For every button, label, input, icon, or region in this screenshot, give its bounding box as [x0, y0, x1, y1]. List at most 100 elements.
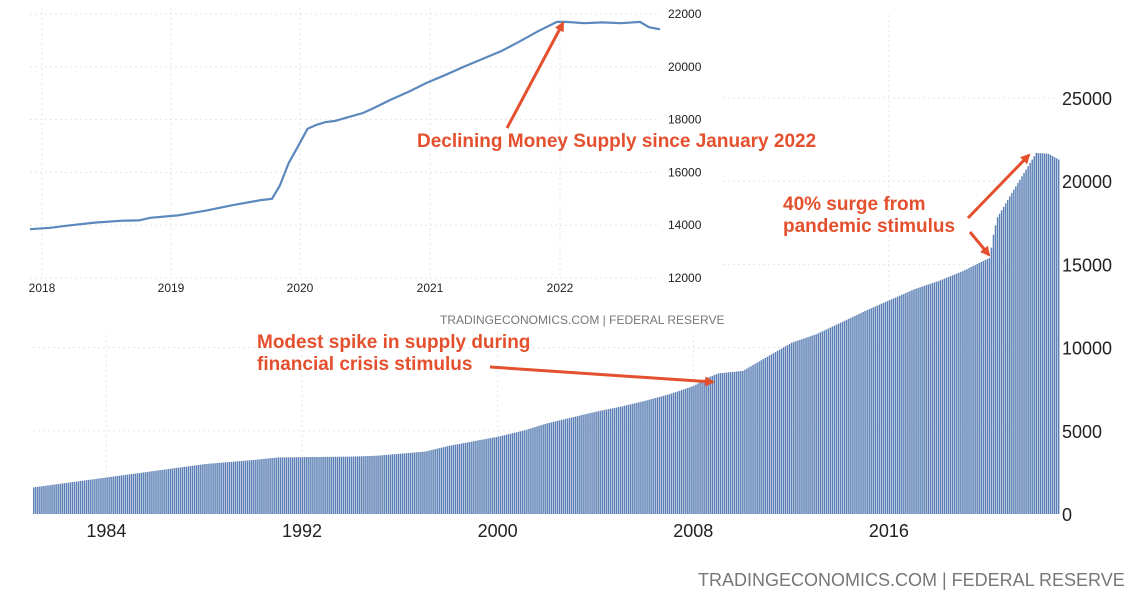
main-bar: [831, 326, 834, 514]
main-bar: [954, 274, 956, 514]
main-bar: [617, 407, 620, 514]
main-bar: [395, 454, 398, 514]
main-bar: [607, 409, 610, 514]
main-bar: [658, 396, 661, 514]
main-bar: [994, 225, 997, 514]
main-bar: [426, 451, 428, 514]
main-bar: [47, 485, 49, 514]
main-bar: [815, 334, 817, 514]
main-bar: [267, 458, 269, 514]
main-bar: [116, 476, 119, 514]
main-bar: [894, 297, 897, 514]
main-bar: [373, 455, 375, 514]
main-bar: [774, 352, 777, 514]
main-bar: [114, 476, 116, 514]
main-bar: [418, 452, 420, 514]
main-bar: [697, 383, 699, 514]
main-bar: [312, 457, 314, 514]
main-ytick-label: 0: [1062, 505, 1072, 525]
main-bar: [546, 423, 548, 514]
main-bar: [520, 431, 522, 514]
main-bar: [108, 477, 110, 514]
main-bar: [51, 484, 53, 514]
main-bar: [788, 343, 791, 514]
main-bar: [919, 287, 921, 514]
main-bar: [992, 234, 995, 514]
main-bar: [630, 404, 632, 514]
main-bar: [978, 263, 980, 514]
main-bar: [238, 461, 241, 514]
main-bar: [149, 471, 151, 514]
main-bar: [138, 472, 141, 514]
main-bar: [289, 457, 292, 514]
main-bar: [899, 295, 901, 514]
main-bar: [823, 330, 826, 514]
main-bar: [467, 442, 469, 514]
annotation-spike: Modest spike in supply during financial …: [257, 332, 531, 375]
main-bar: [587, 413, 589, 514]
main-bar: [352, 456, 355, 514]
main-bar: [493, 437, 495, 514]
main-bar: [63, 483, 66, 514]
main-bar: [295, 457, 298, 514]
main-bar: [691, 386, 693, 514]
main-bar: [191, 465, 194, 514]
main-bar: [907, 292, 909, 514]
main-bar: [128, 474, 131, 514]
main-bar: [795, 341, 797, 514]
main-bar: [513, 432, 516, 514]
main-bar: [528, 428, 530, 514]
main-bar: [960, 271, 962, 514]
main-bar: [377, 455, 379, 514]
main-bar: [161, 469, 163, 514]
main-bar: [609, 408, 612, 514]
main-bar: [401, 453, 404, 514]
main-bar: [49, 485, 51, 514]
main-bar: [1029, 162, 1031, 514]
main-bar: [945, 277, 948, 514]
main-bar: [754, 363, 756, 514]
main-bar: [475, 440, 477, 514]
main-bar: [210, 463, 212, 514]
main-bar: [668, 394, 671, 514]
main-bar: [829, 327, 832, 514]
main-bar: [259, 459, 261, 514]
main-bar: [819, 332, 822, 514]
main-bar: [707, 377, 709, 514]
main-bar: [120, 475, 123, 514]
main-bar: [71, 482, 74, 514]
main-bar: [507, 434, 510, 514]
main-bar: [715, 374, 718, 514]
main-bar: [338, 456, 341, 514]
main-bar: [1004, 203, 1007, 514]
main-bar: [776, 350, 779, 514]
main-bar: [363, 456, 365, 514]
main-bar: [611, 408, 614, 514]
main-bar: [65, 482, 68, 514]
main-bar: [1051, 156, 1054, 514]
main-bar: [1045, 153, 1048, 514]
main-bar: [876, 305, 879, 514]
main-bar: [884, 301, 887, 514]
main-bar: [717, 373, 720, 514]
main-bar: [175, 467, 178, 514]
main-bar: [723, 372, 726, 514]
main-bar: [540, 425, 542, 514]
main-bar: [984, 259, 987, 514]
main-bar: [780, 348, 783, 514]
main-bar: [487, 438, 489, 514]
main-bar: [713, 375, 716, 514]
main-bar: [827, 328, 830, 514]
main-xtick-label: 2016: [869, 521, 909, 541]
main-bar: [933, 282, 936, 514]
main-bar: [132, 473, 135, 514]
main-bar: [383, 455, 385, 514]
main-bar: [517, 431, 520, 514]
main-bar: [255, 459, 257, 514]
main-bar: [951, 275, 954, 514]
main-bar: [462, 443, 465, 514]
main-bar: [39, 486, 41, 514]
main-bar: [208, 463, 210, 514]
main-bar: [301, 457, 304, 514]
